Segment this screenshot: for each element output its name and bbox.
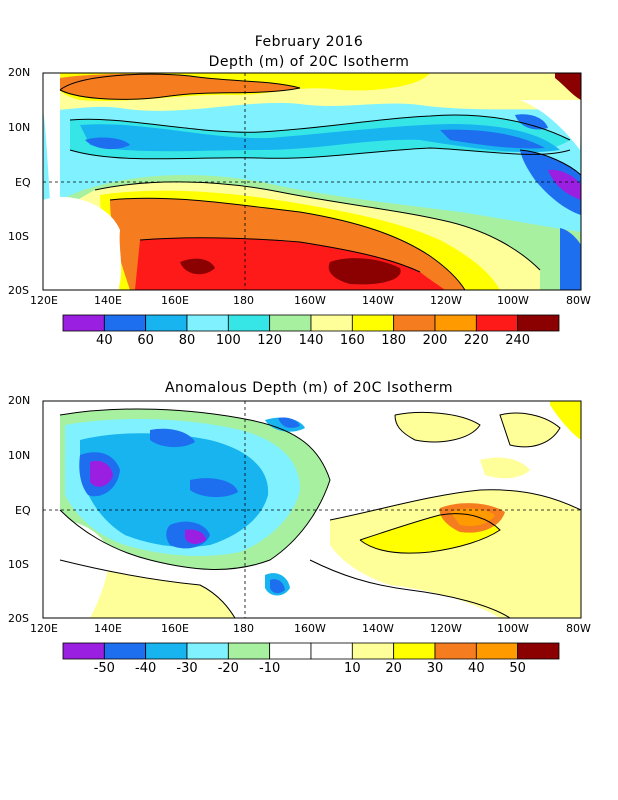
lon-label-120w-anom: 120W (430, 622, 462, 635)
depth-colorbar-swatch-7 (351, 314, 395, 332)
lon-label-140e-anom: 140E (94, 622, 122, 635)
lon-label-160e-anom: 160E (161, 622, 189, 635)
lat-label-10n: 10N (8, 121, 31, 134)
depth-colorbar-label-4: 120 (257, 333, 283, 348)
depth-colorbar-label-6: 160 (339, 333, 365, 348)
depth-colorbar-swatch-1 (103, 314, 147, 332)
depth-colorbar-swatch-0 (62, 314, 105, 332)
anomaly-colorbar-label-2: -30 (176, 661, 198, 676)
anomaly-colorbar (62, 642, 560, 660)
depth-colorbar-swatch-8 (393, 314, 436, 332)
anomaly-colorbar-swatch-2 (145, 642, 188, 660)
lon-label-100w-anom: 100W (497, 622, 529, 635)
lon-label-120e: 120E (30, 294, 58, 307)
depth-colorbar-label-5: 140 (298, 333, 324, 348)
anomaly-colorbar-label-7: 30 (426, 661, 444, 676)
anomaly-colorbar-label-3: -20 (217, 661, 239, 676)
depth-colorbar-swatch-4 (227, 314, 271, 332)
lat-label-eq: EQ (15, 176, 31, 189)
anomaly-colorbar-label-4: -10 (259, 661, 281, 676)
depth-colorbar-label-7: 180 (381, 333, 407, 348)
anomaly-colorbar-swatch-9 (434, 642, 477, 660)
lon-label-140w: 140W (362, 294, 394, 307)
anomaly-colorbar-swatch-8 (393, 642, 436, 660)
lat-label-10n-anom: 10N (8, 449, 31, 462)
lat-label-20s: 20S (8, 284, 29, 297)
anomaly-colorbar-label-6: 20 (385, 661, 402, 676)
depth-map (42, 72, 582, 291)
title-anomaly: Anomalous Depth (m) of 20C Isotherm (164, 380, 453, 396)
anomaly-colorbar-swatch-6 (310, 642, 353, 660)
anomaly-colorbar-label-0: -50 (93, 661, 115, 676)
depth-colorbar-label-2: 80 (178, 333, 196, 348)
depth-colorbar-label-8: 200 (422, 333, 448, 348)
lat-label-eq-anom: EQ (15, 504, 31, 517)
anomaly-colorbar-swatch-1 (103, 642, 147, 660)
anomaly-colorbar-swatch-10 (475, 642, 519, 660)
lat-label-20n-anom: 20N (8, 394, 31, 407)
depth-colorbar-label-9: 220 (463, 333, 489, 348)
depth-colorbar-swatch-6 (310, 314, 353, 332)
lon-label-80w: 80W (566, 294, 591, 307)
depth-colorbar-label-10: 240 (505, 333, 531, 348)
lon-label-160w-anom: 160W (294, 622, 326, 635)
depth-colorbar-swatch-11 (517, 314, 560, 332)
anomaly-colorbar-swatch-7 (351, 642, 395, 660)
lon-label-140w-anom: 140W (362, 622, 394, 635)
depth-colorbar-swatch-5 (269, 314, 312, 332)
depth-colorbar-swatch-2 (145, 314, 188, 332)
title-month: February 2016 (254, 34, 364, 50)
lon-label-80w-anom: 80W (566, 622, 591, 635)
anomaly-map (42, 400, 582, 619)
anomaly-colorbar-label-5: 10 (344, 661, 361, 676)
depth-colorbar-swatch-9 (434, 314, 477, 332)
depth-colorbar-label-1: 60 (137, 333, 154, 348)
depth-colorbar-swatch-3 (186, 314, 229, 332)
anomaly-colorbar-swatch-3 (186, 642, 229, 660)
lon-label-140e: 140E (94, 294, 122, 307)
lon-label-180: 180 (233, 294, 254, 307)
depth-colorbar-label-0: 40 (96, 333, 113, 348)
anomaly-colorbar-swatch-5 (269, 642, 312, 660)
lon-label-160e: 160E (161, 294, 189, 307)
lon-label-180-anom: 180 (233, 622, 254, 635)
lat-label-20s-anom: 20S (8, 612, 29, 625)
lat-label-10s-anom: 10S (8, 558, 29, 571)
anomaly-colorbar-swatch-11 (517, 642, 560, 660)
lon-label-120w: 120W (430, 294, 462, 307)
depth-colorbar-label-3: 100 (215, 333, 241, 348)
depth-colorbar (62, 314, 560, 332)
anomaly-colorbar-swatch-4 (227, 642, 271, 660)
anomaly-colorbar-label-9: 50 (509, 661, 526, 676)
lon-label-120e-anom: 120E (30, 622, 58, 635)
anomaly-colorbar-label-1: -40 (135, 661, 157, 676)
lon-label-100w: 100W (497, 294, 529, 307)
anomaly-colorbar-swatch-0 (62, 642, 105, 660)
title-depth: Depth (m) of 20C Isotherm (208, 54, 410, 70)
lat-label-10s: 10S (8, 230, 29, 243)
anomaly-colorbar-label-8: 40 (468, 661, 485, 676)
lon-label-160w: 160W (294, 294, 326, 307)
lat-label-20n: 20N (8, 66, 31, 79)
depth-colorbar-swatch-10 (475, 314, 519, 332)
